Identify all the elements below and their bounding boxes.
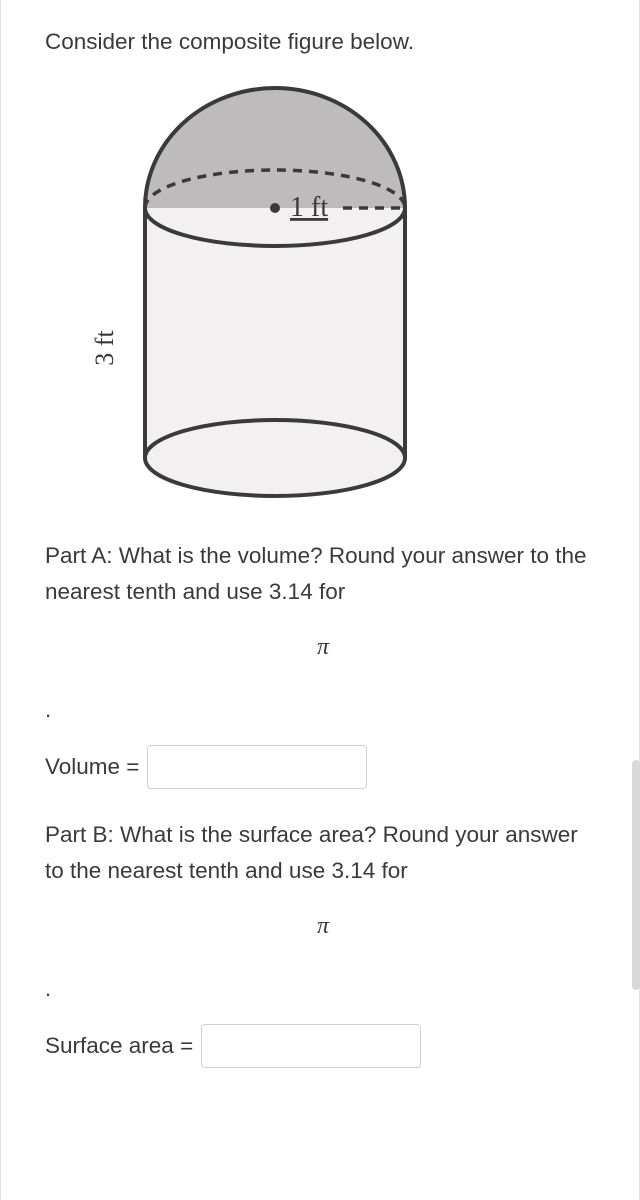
scrollbar-thumb[interactable] <box>632 760 640 990</box>
volume-label: Volume = <box>45 754 139 780</box>
pi-symbol-b: π <box>45 913 601 940</box>
volume-input[interactable] <box>147 745 367 789</box>
period-b: . <box>45 976 601 1002</box>
dome-arc <box>145 88 405 208</box>
center-dot <box>270 203 280 213</box>
surface-area-label: Surface area = <box>45 1033 193 1059</box>
intro-text: Consider the composite figure below. <box>45 24 601 60</box>
height-label: 3 ft <box>90 330 119 366</box>
cylinder-fill <box>145 208 405 496</box>
volume-answer-row: Volume = <box>45 745 601 789</box>
period-a: . <box>45 697 601 723</box>
composite-figure-diagram: 1 ft 3 ft <box>75 78 455 508</box>
surface-area-answer-row: Surface area = <box>45 1024 601 1068</box>
surface-area-input[interactable] <box>201 1024 421 1068</box>
pi-symbol-a: π <box>45 634 601 661</box>
question-card: Consider the composite figure below. <box>0 0 640 1200</box>
radius-label: 1 ft <box>290 192 328 223</box>
part-a-text: Part A: What is the volume? Round your a… <box>45 538 601 610</box>
part-b-text: Part B: What is the surface area? Round … <box>45 817 601 889</box>
figure-container: 1 ft 3 ft <box>45 78 601 508</box>
